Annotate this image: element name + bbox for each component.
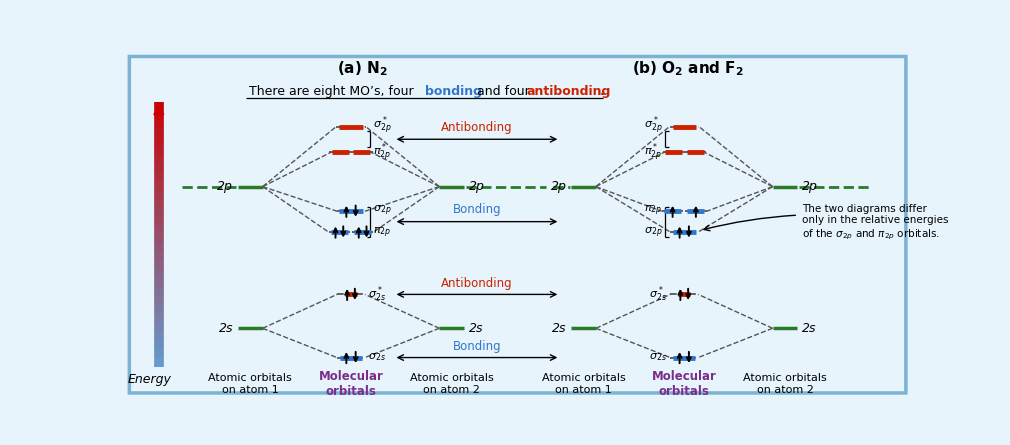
Text: $\pi^*_{2p}$: $\pi^*_{2p}$	[373, 142, 391, 164]
Text: 2p: 2p	[550, 180, 567, 193]
Text: 2p: 2p	[469, 180, 485, 193]
Text: Bonding: Bonding	[452, 203, 501, 216]
Text: Molecular
orbitals: Molecular orbitals	[318, 370, 384, 398]
Text: Atomic orbitals
on atom 1: Atomic orbitals on atom 1	[208, 373, 292, 395]
Text: antibonding: antibonding	[526, 85, 610, 97]
Text: $\sigma^*_{2p}$: $\sigma^*_{2p}$	[373, 115, 391, 137]
Text: 2p: 2p	[217, 180, 233, 193]
Text: 2s: 2s	[802, 322, 816, 335]
Text: $\sigma^*_{2s}$: $\sigma^*_{2s}$	[649, 285, 668, 304]
Text: Antibonding: Antibonding	[441, 277, 513, 290]
Text: 2s: 2s	[469, 322, 484, 335]
FancyBboxPatch shape	[129, 57, 906, 393]
Text: $\sigma_{2p}$: $\sigma_{2p}$	[373, 203, 391, 218]
Text: $\sigma_{2s}$: $\sigma_{2s}$	[368, 352, 386, 364]
Text: $\sigma^*_{2s}$: $\sigma^*_{2s}$	[368, 285, 386, 304]
Text: $\pi_{2p}$: $\pi_{2p}$	[644, 203, 663, 218]
Text: There are eight MO’s, four: There are eight MO’s, four	[248, 85, 417, 97]
Text: Atomic orbitals
on atom 2: Atomic orbitals on atom 2	[743, 373, 827, 395]
Text: Molecular
orbitals: Molecular orbitals	[651, 370, 717, 398]
Text: Atomic orbitals
on atom 1: Atomic orbitals on atom 1	[541, 373, 625, 395]
Text: $\pi^*_{2p}$: $\pi^*_{2p}$	[644, 142, 663, 164]
Text: Atomic orbitals
on atom 2: Atomic orbitals on atom 2	[410, 373, 494, 395]
Text: 2s: 2s	[219, 322, 233, 335]
Text: and four: and four	[473, 85, 533, 97]
Text: $\bf{(a)\ N_2}$: $\bf{(a)\ N_2}$	[337, 60, 388, 78]
Text: bonding: bonding	[425, 85, 483, 97]
Text: 2p: 2p	[802, 180, 818, 193]
Text: The two diagrams differ
only in the relative energies
of the $\sigma_{2p}$ and $: The two diagrams differ only in the rela…	[802, 204, 948, 242]
Text: .: .	[600, 85, 605, 97]
Text: Energy: Energy	[127, 372, 172, 386]
Text: Antibonding: Antibonding	[441, 121, 513, 134]
Text: Bonding: Bonding	[452, 340, 501, 353]
Text: $\bf{(b)\ O_2\ and\ F_2}$: $\bf{(b)\ O_2\ and\ F_2}$	[632, 60, 744, 78]
Text: $\sigma_{2p}$: $\sigma_{2p}$	[644, 226, 663, 240]
Text: $\sigma^*_{2p}$: $\sigma^*_{2p}$	[644, 115, 663, 137]
Text: 2s: 2s	[551, 322, 567, 335]
Text: $\sigma_{2s}$: $\sigma_{2s}$	[649, 352, 668, 364]
Text: $\pi_{2p}$: $\pi_{2p}$	[373, 226, 391, 240]
